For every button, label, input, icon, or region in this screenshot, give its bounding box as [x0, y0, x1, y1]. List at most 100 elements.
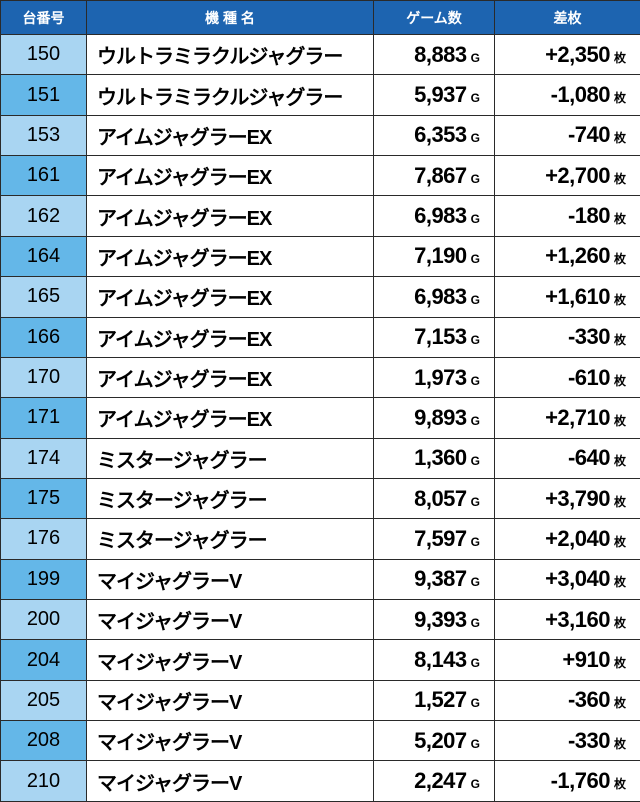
header-difference: 差枚 — [495, 1, 640, 35]
machine-number: 174 — [1, 438, 87, 478]
game-count: 9,393 — [414, 607, 467, 632]
model-name: マイジャグラーV — [87, 721, 374, 761]
game-count: 8,057 — [414, 486, 467, 511]
model-name: マイジャグラーV — [87, 761, 374, 801]
game-count: 8,143 — [414, 647, 467, 672]
difference-value: +2,700 — [545, 163, 610, 188]
game-unit: G — [471, 293, 480, 307]
model-name: アイムジャグラーEX — [87, 156, 374, 196]
model-name: マイジャグラーV — [87, 640, 374, 680]
game-count: 5,207 — [414, 728, 467, 753]
game-count: 6,983 — [414, 203, 467, 228]
game-count-cell: 6,983 G — [374, 277, 495, 317]
model-name: アイムジャグラーEX — [87, 277, 374, 317]
machine-number: 208 — [1, 721, 87, 761]
difference-value: -180 — [568, 203, 610, 228]
difference-value: +2,040 — [545, 526, 610, 551]
game-count: 1,527 — [414, 687, 467, 712]
difference-cell: -330 枚 — [495, 721, 640, 761]
difference-value: -740 — [568, 122, 610, 147]
game-count: 6,983 — [414, 284, 467, 309]
difference-value: +1,260 — [545, 243, 610, 268]
game-unit: G — [471, 656, 480, 670]
game-unit: G — [471, 131, 480, 145]
game-count: 7,597 — [414, 526, 467, 551]
machine-number: 171 — [1, 398, 87, 438]
machine-number: 164 — [1, 236, 87, 276]
difference-unit: 枚 — [614, 454, 626, 468]
difference-cell: -640 枚 — [495, 438, 640, 478]
difference-unit: 枚 — [614, 737, 626, 751]
machine-number: 200 — [1, 600, 87, 640]
game-unit: G — [471, 374, 480, 388]
difference-value: +1,610 — [545, 284, 610, 309]
model-name: ミスタージャグラー — [87, 519, 374, 559]
game-unit: G — [471, 495, 480, 509]
difference-unit: 枚 — [614, 777, 626, 791]
game-count-cell: 7,867 G — [374, 156, 495, 196]
difference-value: +3,040 — [545, 566, 610, 591]
difference-value: +910 — [562, 647, 610, 672]
machine-number: 153 — [1, 115, 87, 155]
game-unit: G — [471, 737, 480, 751]
game-count: 6,353 — [414, 122, 467, 147]
header-machine-no: 台番号 — [1, 1, 87, 35]
game-unit: G — [471, 535, 480, 549]
difference-value: -360 — [568, 687, 610, 712]
game-count-cell: 5,207 G — [374, 721, 495, 761]
difference-value: -610 — [568, 365, 610, 390]
game-count: 5,937 — [414, 82, 467, 107]
difference-value: -640 — [568, 445, 610, 470]
model-name: アイムジャグラーEX — [87, 357, 374, 397]
header-model-name: 機 種 名 — [87, 1, 374, 35]
game-unit: G — [471, 51, 480, 65]
game-unit: G — [471, 172, 480, 186]
machine-number: 204 — [1, 640, 87, 680]
difference-unit: 枚 — [614, 616, 626, 630]
game-unit: G — [471, 414, 480, 428]
game-count: 9,387 — [414, 566, 467, 591]
difference-unit: 枚 — [614, 252, 626, 266]
model-name: ミスタージャグラー — [87, 478, 374, 518]
game-unit: G — [471, 777, 480, 791]
game-count-cell: 8,143 G — [374, 640, 495, 680]
model-name: アイムジャグラーEX — [87, 398, 374, 438]
machine-number: 151 — [1, 75, 87, 115]
game-count: 1,973 — [414, 365, 467, 390]
game-count: 7,153 — [414, 324, 467, 349]
difference-unit: 枚 — [614, 535, 626, 549]
game-count: 7,867 — [414, 163, 467, 188]
difference-value: -330 — [568, 728, 610, 753]
game-unit: G — [471, 252, 480, 266]
model-name: アイムジャグラーEX — [87, 317, 374, 357]
model-name: アイムジャグラーEX — [87, 196, 374, 236]
machine-number: 161 — [1, 156, 87, 196]
difference-unit: 枚 — [614, 212, 626, 226]
model-name: ウルトラミラクルジャグラー — [87, 75, 374, 115]
game-count: 1,360 — [414, 445, 467, 470]
model-name: マイジャグラーV — [87, 600, 374, 640]
